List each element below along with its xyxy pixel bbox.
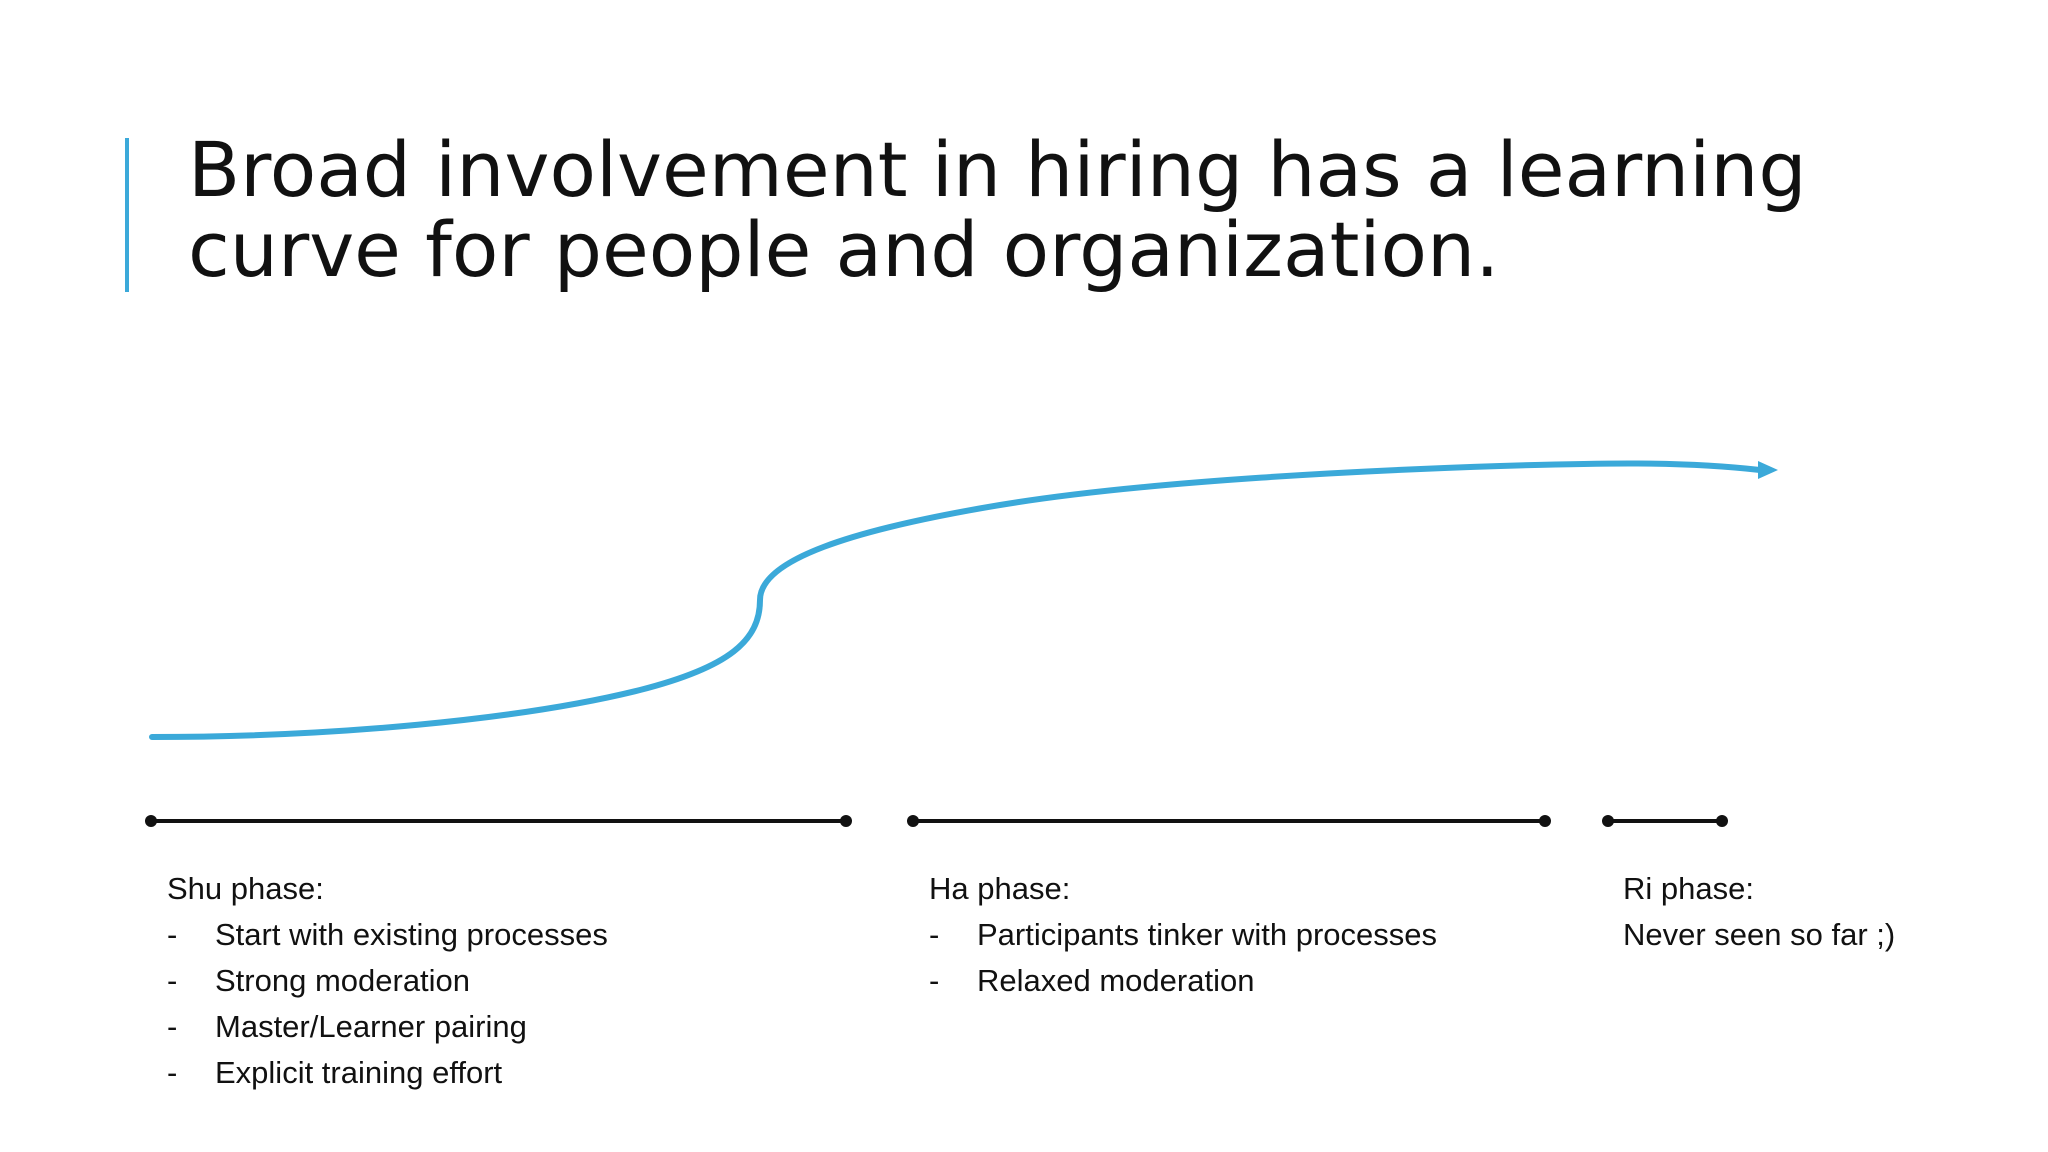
phase-ha: Ha phase: - Participants tinker with proc… [929,866,1437,1004]
bullet-marker: - [167,917,178,952]
bullet-marker: - [929,917,940,952]
bullet-marker: - [929,963,940,998]
list-item-text: Master/Learner pairing [215,1009,527,1044]
title-accent-bar [125,138,129,292]
title-line-1: Broad involvement in hiring has a learni… [188,125,1807,214]
list-item-text: Explicit training effort [215,1055,503,1090]
timeline-ha-start-dot [907,815,919,827]
list-item-text: Relaxed moderation [977,963,1255,998]
phase-ha-list: - Participants tinker with processes - Rel… [929,912,1437,1004]
list-item: - Explicit training effort [167,1050,608,1096]
title-line-2: curve for people and organization. [188,205,1500,294]
curve-arrowhead-icon [1758,461,1778,479]
phase-timelines [145,815,1728,827]
list-item: - Start with existing processes [167,912,608,958]
timeline-shu-end-dot [840,815,852,827]
phase-shu: Shu phase: - Start with existing processe… [167,866,608,1096]
bullet-marker: - [167,1055,178,1090]
list-item: - Relaxed moderation [929,958,1437,1004]
phase-shu-title: Shu phase: [167,871,324,906]
list-item: - Participants tinker with processes [929,912,1437,958]
list-item: - Master/Learner pairing [167,1004,608,1050]
list-item: - Strong moderation [167,958,608,1004]
phase-ha-title: Ha phase: [929,871,1071,906]
bullet-marker: - [167,963,178,998]
learning-curve [149,460,1763,740]
timeline-shu-start-dot [145,815,157,827]
timeline-ha-end-dot [1539,815,1551,827]
list-item-text: Participants tinker with processes [977,917,1438,952]
timeline-ri-end-dot [1716,815,1728,827]
bullet-marker: - [167,1009,178,1044]
phase-ri: Ri phase: Never seen so far ;) [1623,866,1895,958]
list-item-text: Start with existing processes [215,917,608,952]
phase-ri-title: Ri phase: [1623,871,1754,906]
phase-ri-note: Never seen so far ;) [1623,917,1896,952]
slide-title: Broad involvement in hiring has a learni… [188,130,1948,290]
timeline-ri-start-dot [1602,815,1614,827]
phase-shu-list: - Start with existing processes - Strong m… [167,912,608,1096]
list-item-text: Strong moderation [215,963,471,998]
